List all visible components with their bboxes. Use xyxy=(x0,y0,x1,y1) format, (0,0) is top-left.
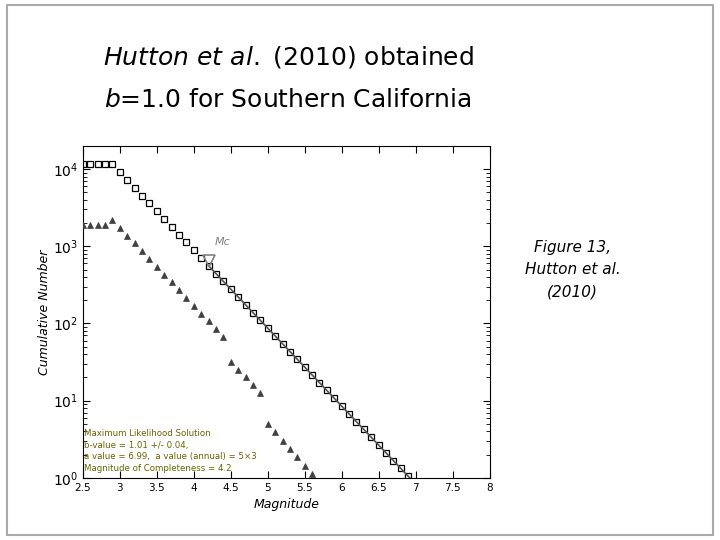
Y-axis label: Cumulative Number: Cumulative Number xyxy=(38,249,51,375)
Text: $\it{b}$=1.0 for Southern California: $\it{b}$=1.0 for Southern California xyxy=(104,88,472,112)
Text: Figure 13,
Hutton et al.
(2010): Figure 13, Hutton et al. (2010) xyxy=(525,240,620,300)
Text: Maximum Likelihood Solution
b-value = 1.01 +/- 0.04,
a value = 6.99,  a value (a: Maximum Likelihood Solution b-value = 1.… xyxy=(84,429,257,473)
Text: $\it{Hutton\ et\ al.}$ (2010) obtained: $\it{Hutton\ et\ al.}$ (2010) obtained xyxy=(102,44,474,70)
Text: Mc: Mc xyxy=(215,237,230,247)
X-axis label: Magnitude: Magnitude xyxy=(253,498,319,511)
